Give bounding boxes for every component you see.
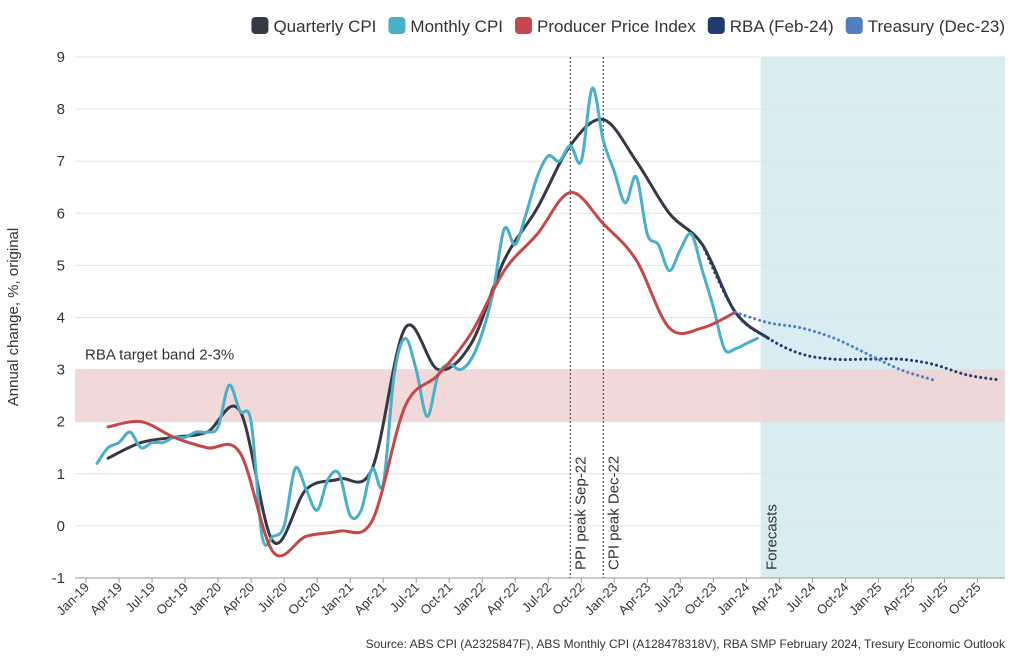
x-tick-label: Jul-23 [651,580,687,616]
y-tick-label: 0 [57,518,65,535]
y-tick-label: 2 [57,414,65,431]
legend-swatch [251,17,269,34]
legend-swatch [707,17,725,34]
x-tick-label: Apr-24 [747,580,785,618]
x-tick-label: Jul-25 [915,580,951,616]
legend-label: Quarterly CPI [273,17,376,36]
y-tick-label: 8 [57,101,65,118]
series-line [95,86,759,547]
target-band [75,369,1005,422]
y-tick-label: 6 [57,205,65,222]
legend-swatch [388,17,406,34]
y-tick-label: -1 [52,570,65,587]
y-tick-label: 4 [57,310,65,327]
x-tick-label: Jan-21 [318,580,357,619]
x-tick-label: Oct-22 [549,580,587,618]
target-band-label: RBA target band 2-3% [85,347,234,364]
legend-label: Monthly CPI [410,17,503,36]
legend-label: Producer Price Index [537,17,696,36]
x-tick-label: Jan-25 [846,580,885,619]
x-tick-label: Jul-21 [387,580,423,616]
x-tick-label: Oct-20 [285,580,323,618]
x-tick-label: Jan-22 [450,580,489,619]
y-tick-label: 1 [57,466,65,483]
series-line [106,117,770,546]
legend-swatch [845,17,863,34]
y-axis-label: Annual change, %, original [5,228,22,406]
x-tick-label: Jul-19 [123,580,159,616]
y-tick-label: 5 [57,257,65,274]
y-tick-label: 3 [57,362,65,379]
x-tick-label: Jan-24 [714,580,753,619]
forecast-label: Forecasts [764,504,781,570]
annotation-label: PPI peak Sep-22 [572,457,589,570]
x-tick-label: Apr-22 [483,580,521,618]
x-tick-label: Oct-25 [945,580,983,618]
x-tick-label: Jan-20 [185,580,224,619]
x-tick-label: Oct-21 [417,580,455,618]
x-tick-label: Jul-22 [519,580,555,616]
x-tick-label: Oct-23 [681,580,719,618]
x-tick-label: Apr-23 [615,580,653,618]
y-tick-label: 9 [57,49,65,66]
x-tick-label: Jul-24 [783,580,819,616]
legend-label: RBA (Feb-24) [730,17,834,36]
legend-swatch [515,17,533,34]
x-tick-label: Apr-25 [879,580,917,618]
x-tick-label: Oct-24 [813,580,851,618]
x-tick-label: Oct-19 [153,580,191,618]
x-tick-label: Apr-21 [351,580,389,618]
source: Source: ABS CPI (A2325847F), ABS Monthly… [366,637,1006,651]
annotation-label: CPI peak Dec-22 [605,456,622,570]
series-line [106,190,737,558]
x-tick-label: Apr-20 [219,580,257,618]
legend-label: Treasury (Dec-23) [868,17,1005,36]
series-line [733,310,935,382]
y-tick-label: 7 [57,153,65,170]
x-tick-label: Jan-23 [582,580,621,619]
x-tick-label: Apr-19 [87,580,125,618]
x-tick-label: Jul-20 [255,580,291,616]
